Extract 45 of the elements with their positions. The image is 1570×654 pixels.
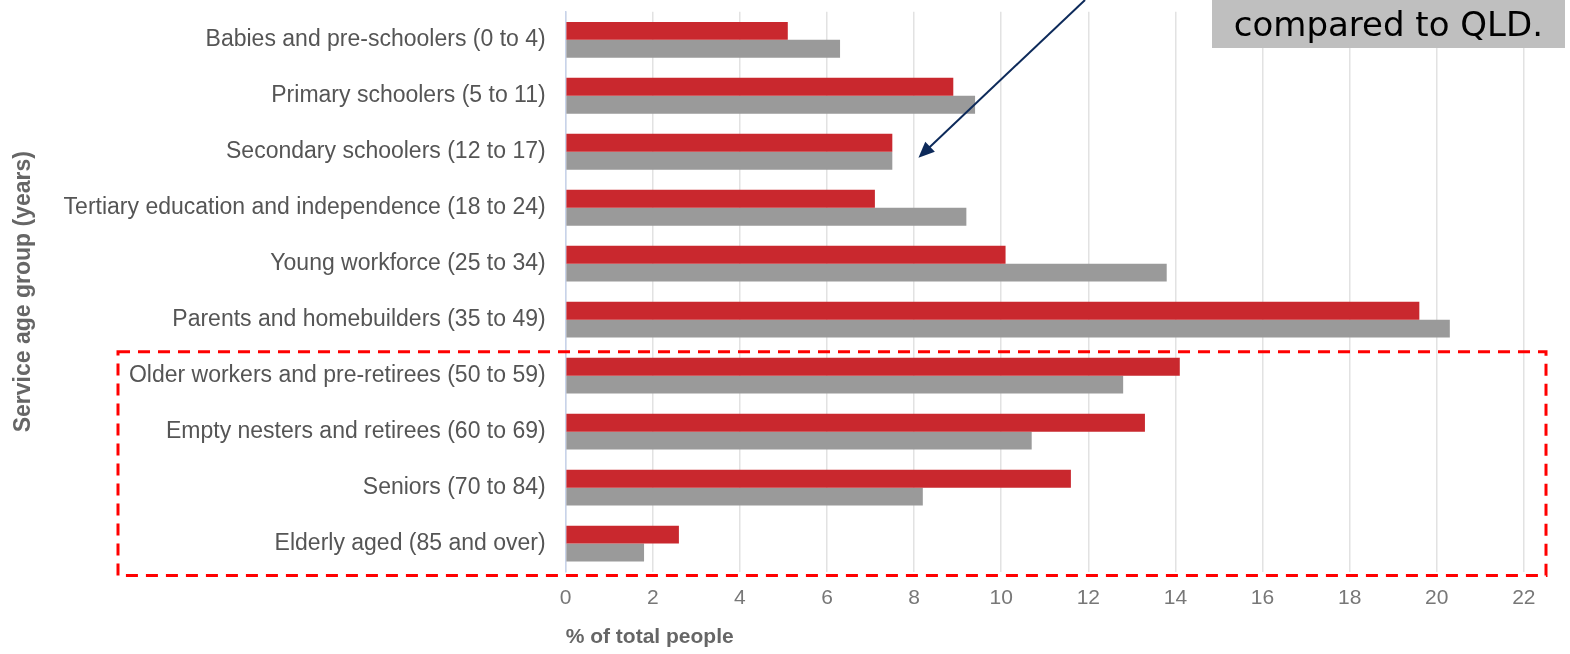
x-tick-label: 22 — [1512, 585, 1536, 608]
bar — [566, 375, 1124, 394]
y-tick-label: Young workforce (25 to 34) — [270, 249, 546, 276]
y-tick-label: Elderly aged (85 and over) — [274, 528, 546, 555]
bar — [566, 21, 788, 40]
y-tick-label: Babies and pre-schoolers (0 to 4) — [205, 25, 546, 52]
x-tick-label: 16 — [1250, 585, 1275, 608]
x-tick-label: 8 — [908, 585, 920, 608]
annotation: compared to QLD. — [1211, 0, 1565, 48]
x-tick-label: 14 — [1163, 585, 1188, 608]
bar — [566, 487, 923, 506]
bar — [566, 39, 841, 58]
bar — [566, 207, 967, 226]
x-tick-label: 0 — [559, 585, 572, 608]
bar — [566, 525, 679, 544]
x-tick-label: 18 — [1337, 585, 1362, 608]
bar — [566, 245, 1006, 264]
x-tick-label: 2 — [646, 585, 659, 608]
y-tick-label: Seniors (70 to 84) — [362, 472, 546, 499]
bar — [566, 319, 1450, 338]
bar — [566, 357, 1180, 376]
bar — [566, 431, 1032, 450]
x-tick-label: 6 — [821, 585, 833, 608]
bar — [566, 413, 1145, 432]
bar — [566, 133, 893, 152]
bar — [566, 189, 875, 208]
y-tick-label: Primary schoolers (5 to 11) — [271, 81, 546, 108]
x-axis-title: % of total people — [565, 624, 734, 648]
x-tick-label: 4 — [734, 585, 747, 608]
y-tick-label: Secondary schoolers (12 to 17) — [226, 137, 546, 164]
x-tick-label: 10 — [989, 585, 1013, 608]
y-tick-label: Parents and homebuilders (35 to 49) — [172, 305, 546, 332]
bar — [566, 95, 976, 114]
x-tick-label: 20 — [1425, 585, 1449, 608]
y-tick-label: Empty nesters and retirees (60 to 69) — [165, 416, 546, 443]
bar — [566, 263, 1167, 282]
bar — [566, 77, 954, 96]
bar — [566, 151, 893, 170]
y-axis-title: Service age group (years) — [9, 151, 36, 433]
x-tick-label: 12 — [1076, 585, 1100, 608]
y-tick-label: Tertiary education and independence (18 to 24) — [63, 193, 546, 220]
bar — [566, 469, 1071, 488]
y-tick-label: Older workers and pre-retirees (50 to 59) — [128, 361, 546, 388]
bar — [566, 543, 645, 562]
bar — [566, 301, 1420, 320]
